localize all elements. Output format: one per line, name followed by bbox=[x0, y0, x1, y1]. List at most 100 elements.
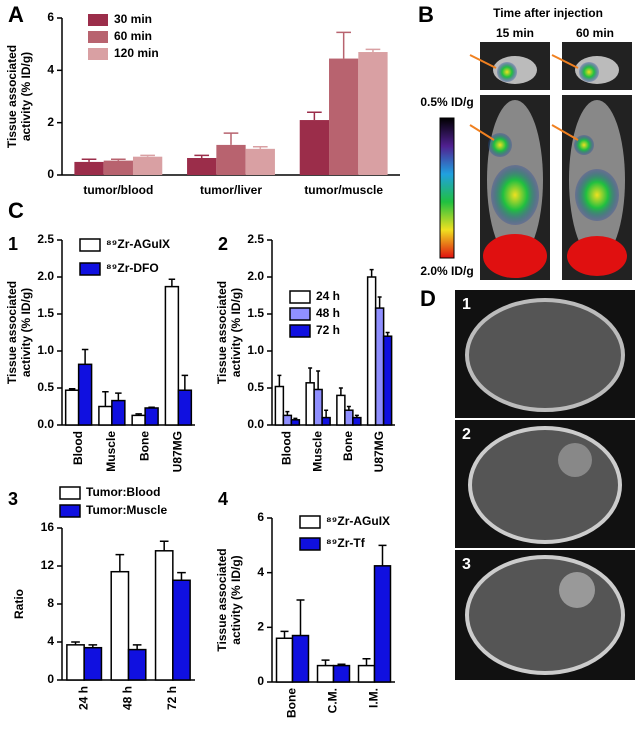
error-bar bbox=[168, 278, 176, 287]
bar bbox=[74, 161, 104, 175]
error-bar bbox=[140, 154, 155, 157]
x-tick-label: C.M. bbox=[326, 688, 340, 713]
error-bar bbox=[308, 367, 313, 383]
bar bbox=[187, 157, 217, 175]
error-bar bbox=[280, 630, 289, 639]
y-axis-label: Ratio bbox=[12, 589, 26, 619]
error-bar bbox=[307, 111, 322, 121]
bar bbox=[291, 634, 310, 683]
error-bar bbox=[115, 553, 125, 572]
x-tick-label: 72 h bbox=[165, 686, 179, 710]
bar bbox=[132, 156, 163, 175]
x-tick-label: Muscle bbox=[310, 431, 324, 472]
mri-panel: 1 2 3 bbox=[455, 290, 635, 680]
x-tick-label: Bone bbox=[341, 431, 355, 461]
y-axis-label: Tissue associated bbox=[5, 281, 19, 384]
bar bbox=[274, 385, 285, 426]
legend-swatch bbox=[88, 14, 108, 26]
legend-swatch bbox=[79, 238, 101, 252]
bar bbox=[83, 646, 103, 681]
error-bar bbox=[338, 387, 343, 396]
chart-number: 1 bbox=[8, 234, 18, 254]
bar bbox=[357, 664, 376, 683]
y-tick-label: 0 bbox=[47, 167, 54, 181]
legend-label: ⁸⁹Zr-AGuIX bbox=[106, 237, 170, 251]
error-bar bbox=[354, 414, 359, 418]
y-axis-label: activity (% ID/g) bbox=[229, 288, 243, 377]
x-tick-label: Bone bbox=[285, 688, 299, 718]
bar bbox=[282, 414, 293, 426]
bar bbox=[177, 389, 193, 426]
panel-label: D bbox=[420, 286, 436, 311]
y-tick-label: 2.5 bbox=[37, 232, 54, 246]
error-bar bbox=[377, 296, 382, 309]
y-tick-label: 12 bbox=[41, 558, 55, 572]
legend-swatch bbox=[88, 48, 108, 60]
bar bbox=[164, 285, 180, 426]
bar bbox=[66, 644, 85, 681]
bar bbox=[103, 160, 133, 175]
image-title: Time after injection bbox=[493, 6, 603, 20]
x-tick-label: Blood bbox=[280, 431, 294, 465]
bar bbox=[382, 335, 393, 426]
y-tick-label: 2.0 bbox=[247, 269, 264, 283]
x-tick-label: tumor/blood bbox=[83, 183, 153, 197]
y-tick-label: 0 bbox=[47, 672, 54, 686]
y-tick-label: 2.5 bbox=[247, 232, 264, 246]
x-tick-label: Muscle bbox=[104, 431, 118, 472]
error-bar bbox=[321, 659, 330, 666]
pet-signal bbox=[579, 62, 599, 82]
mri-anatomy bbox=[465, 298, 625, 412]
mri-anatomy bbox=[468, 426, 622, 544]
legend-swatch bbox=[59, 486, 81, 500]
y-tick-label: 6 bbox=[257, 510, 264, 524]
bar bbox=[245, 148, 275, 175]
y-tick-label: 0.5 bbox=[247, 380, 264, 394]
legend-swatch bbox=[59, 504, 81, 518]
mri-tumor bbox=[559, 572, 595, 608]
error-bar bbox=[316, 370, 321, 390]
bar bbox=[111, 399, 126, 426]
error-bar bbox=[135, 413, 142, 416]
error-bar bbox=[293, 417, 298, 420]
pet-signal bbox=[497, 62, 517, 82]
y-tick-label: 0 bbox=[257, 674, 264, 688]
y-tick-label: 4 bbox=[257, 565, 264, 579]
legend-swatch bbox=[79, 262, 101, 276]
bar bbox=[321, 416, 331, 426]
pet-panel: Time after injection 15 min 60 min 0.5% … bbox=[420, 6, 632, 280]
legend-label: 48 h bbox=[316, 306, 340, 320]
bar bbox=[374, 307, 385, 426]
pet-signal bbox=[567, 236, 627, 276]
bar bbox=[216, 144, 246, 175]
error-bar bbox=[365, 48, 381, 53]
y-tick-label: 4 bbox=[47, 63, 54, 77]
bar bbox=[344, 409, 354, 426]
error-bar bbox=[285, 410, 290, 416]
bar bbox=[64, 389, 80, 426]
panel-label: B bbox=[418, 2, 434, 27]
y-axis-label: activity (% ID/g) bbox=[19, 288, 33, 377]
legend-label: 60 min bbox=[114, 29, 152, 43]
error-bar bbox=[378, 544, 387, 566]
pet-signal bbox=[575, 169, 619, 221]
bar bbox=[172, 579, 191, 681]
image-number: 1 bbox=[462, 296, 471, 313]
scale-label: 0.5% ID/g bbox=[420, 95, 473, 109]
bar bbox=[275, 637, 294, 683]
bar bbox=[305, 382, 315, 426]
pet-signal bbox=[574, 135, 594, 155]
y-axis-label: Tissue associated bbox=[5, 45, 19, 148]
mri-tumor bbox=[558, 443, 592, 477]
legend-swatch bbox=[299, 537, 321, 551]
x-tick-label: U87MG bbox=[171, 431, 185, 472]
legend-swatch bbox=[88, 31, 108, 43]
error-bar bbox=[68, 387, 76, 391]
chart-number: 4 bbox=[218, 489, 228, 509]
bar bbox=[131, 414, 146, 426]
error-bar bbox=[132, 644, 142, 650]
bar bbox=[154, 550, 174, 681]
legend-label: 24 h bbox=[316, 289, 340, 303]
image-time: 15 min bbox=[496, 26, 534, 40]
